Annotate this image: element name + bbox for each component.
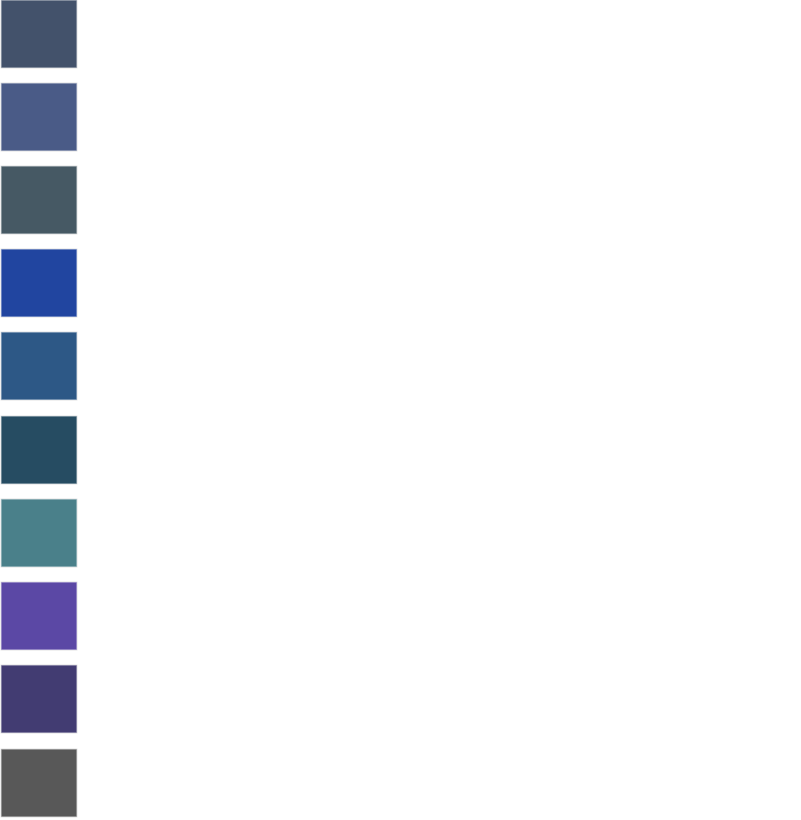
- color-swatch[interactable]: [1, 749, 77, 817]
- color-swatch[interactable]: [1, 499, 77, 567]
- color-swatch[interactable]: [1, 83, 77, 151]
- color-swatch[interactable]: [1, 332, 77, 400]
- color-swatch[interactable]: [1, 166, 77, 234]
- color-swatch[interactable]: [1, 249, 77, 317]
- color-swatch[interactable]: [1, 582, 77, 650]
- color-swatch[interactable]: [1, 0, 77, 68]
- color-swatch[interactable]: [1, 416, 77, 484]
- color-swatch-list: [1, 0, 79, 820]
- color-swatch[interactable]: [1, 665, 77, 733]
